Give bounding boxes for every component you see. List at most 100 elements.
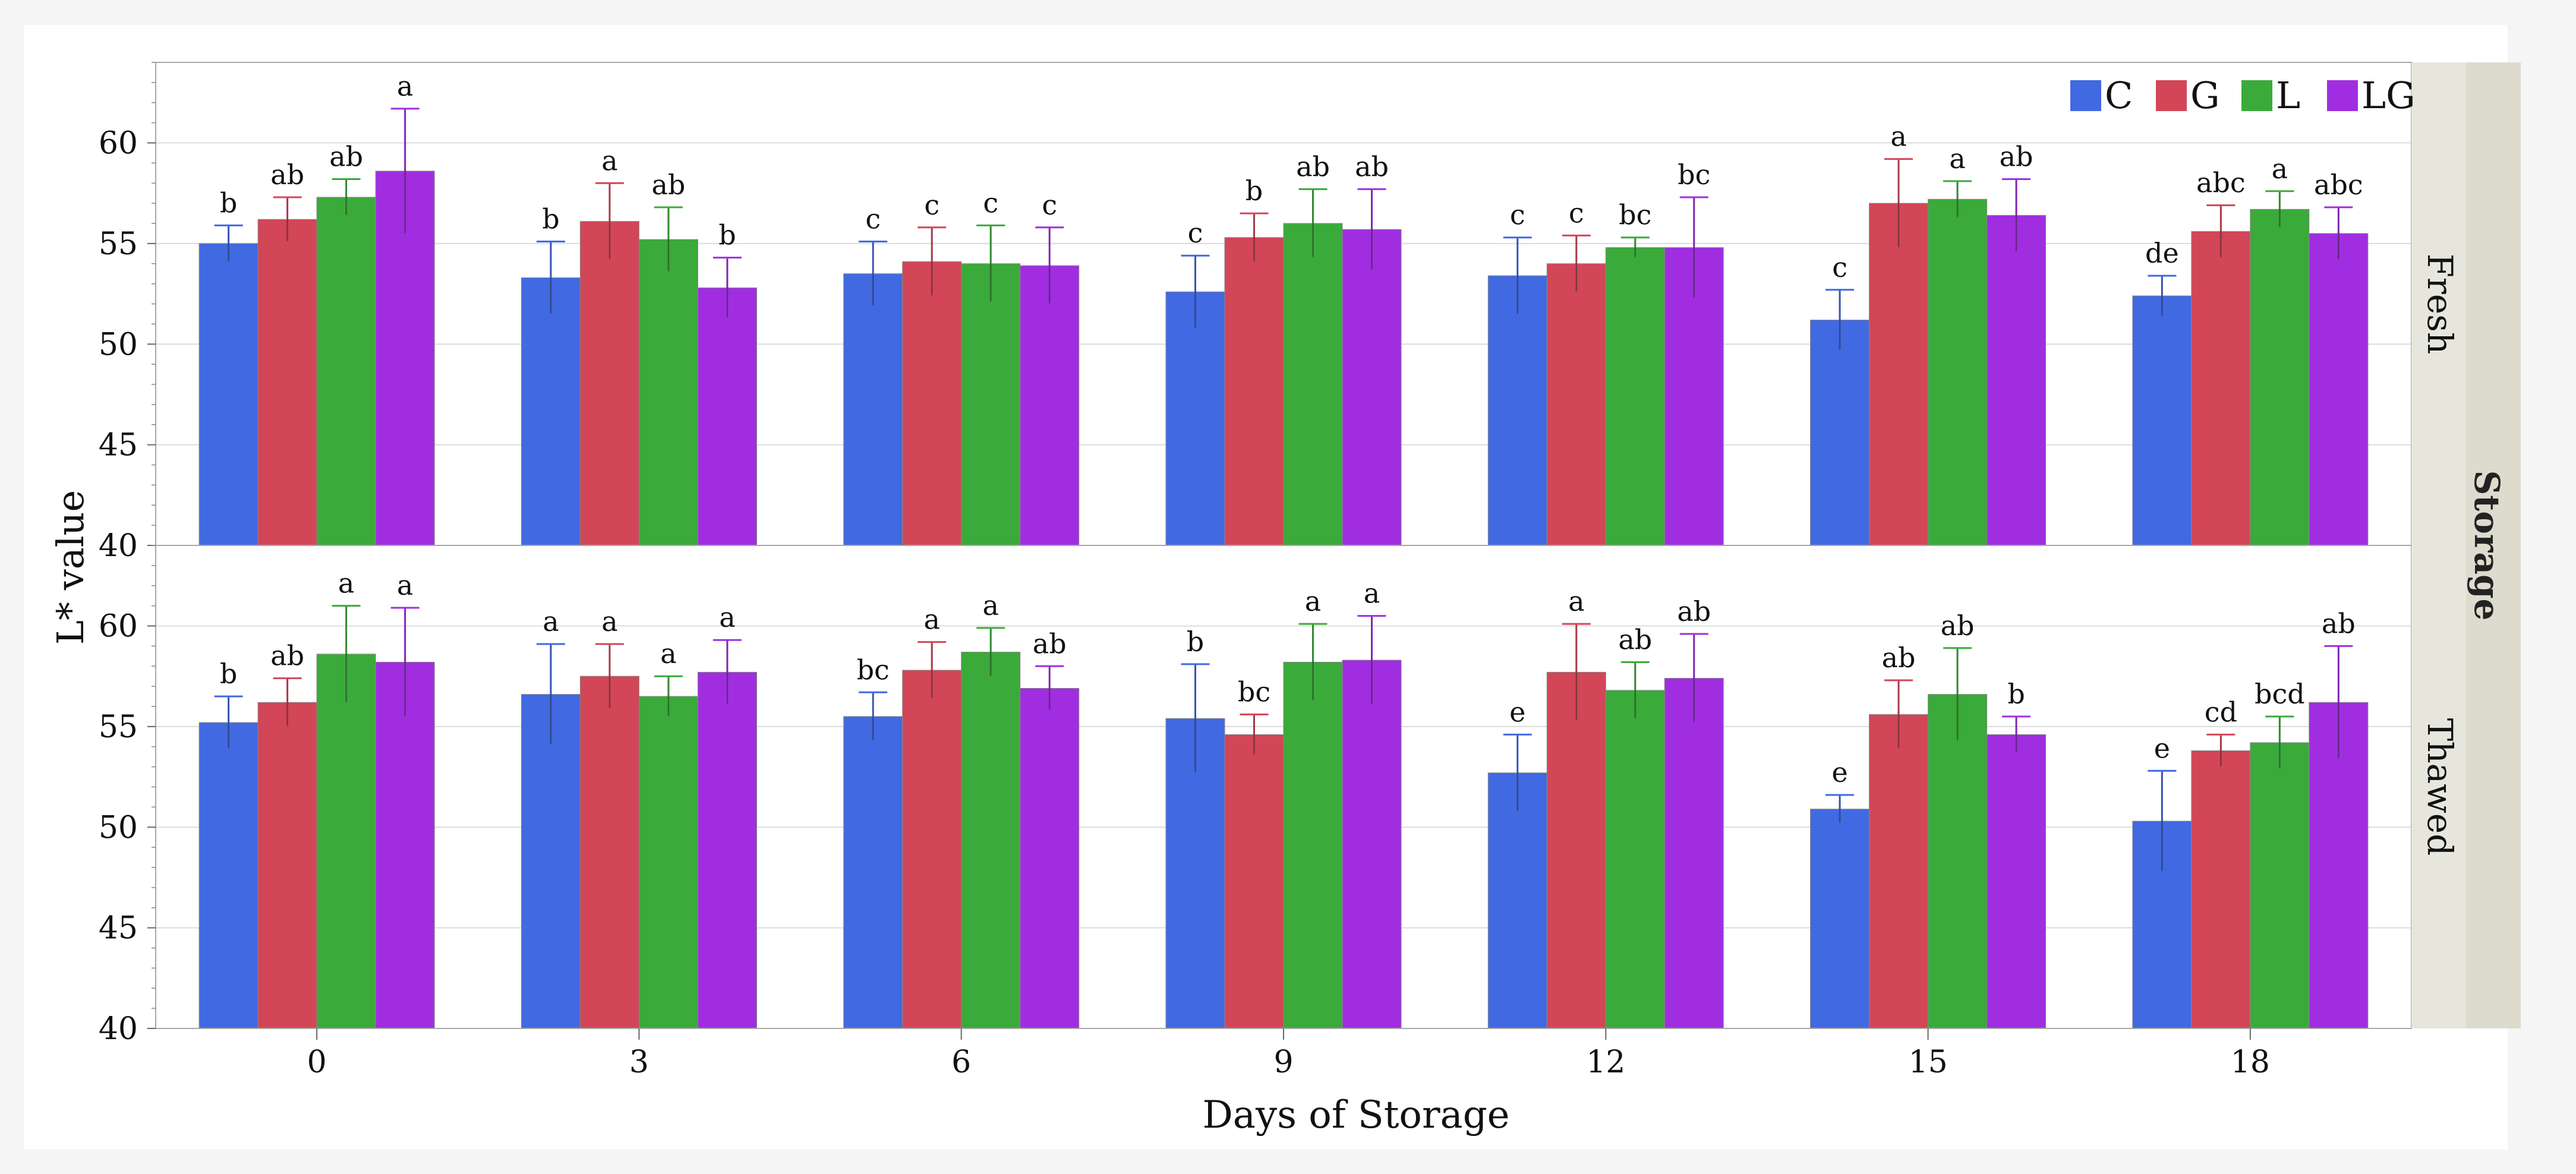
significance-letter: c <box>1510 199 1525 231</box>
bar-LG-6 <box>1020 265 1080 546</box>
x-tick-label: 15 <box>1908 1044 1947 1080</box>
significance-letter: a <box>719 601 735 633</box>
significance-letter: ab <box>1882 642 1916 674</box>
significance-letter: ab <box>1677 595 1711 627</box>
bar-G-18 <box>2191 231 2251 546</box>
bar-LG-15 <box>1987 214 2047 546</box>
y-tick-label: 40 <box>99 1011 138 1047</box>
facet-strip <box>2466 62 2521 1028</box>
significance-letter: c <box>865 203 881 235</box>
y-tick-label: 40 <box>99 528 138 564</box>
significance-letter: b <box>542 203 559 235</box>
bar-LG-3 <box>697 287 757 546</box>
bar-C-6 <box>843 273 903 546</box>
bar-G-12 <box>1546 671 1606 1029</box>
bar-L-9 <box>1283 661 1343 1029</box>
x-tick-label: 3 <box>629 1044 649 1080</box>
bar-LG-18 <box>2309 233 2369 546</box>
bar-G-3 <box>579 676 639 1029</box>
significance-letter: cd <box>2205 696 2237 728</box>
significance-letter: a <box>543 605 559 638</box>
significance-letter: c <box>924 189 939 221</box>
significance-letter: ab <box>329 140 363 172</box>
bar-G-15 <box>1869 203 1929 546</box>
strip-label-thawed: Thawed <box>2420 718 2460 856</box>
significance-letter: a <box>338 567 354 599</box>
significance-letter: a <box>1890 121 1906 153</box>
legend-swatch-L <box>2241 80 2272 111</box>
significance-letter: ab <box>1618 623 1652 655</box>
significance-letter: c <box>1832 251 1847 283</box>
significance-letter: a <box>601 605 617 638</box>
significance-letter: b <box>220 187 237 219</box>
significance-letter: bc <box>1678 159 1710 191</box>
x-tick-label: 12 <box>1586 1044 1625 1080</box>
bar-G-9 <box>1224 237 1284 546</box>
bar-G-6 <box>902 261 962 546</box>
y-tick-label: 50 <box>99 327 138 362</box>
bar-L-0 <box>316 654 376 1029</box>
significance-letter: a <box>601 144 617 176</box>
legend-swatch-LG <box>2327 80 2358 111</box>
significance-letter: bc <box>1619 199 1651 231</box>
legend-label-G: G <box>2190 74 2220 117</box>
bar-C-6 <box>843 716 903 1029</box>
significance-letter: ab <box>1033 627 1067 659</box>
bar-L-0 <box>316 197 376 546</box>
bar-G-9 <box>1224 734 1284 1029</box>
bar-LG-9 <box>1342 659 1402 1029</box>
significance-letter: a <box>397 569 413 601</box>
bar-L-15 <box>1928 198 1988 546</box>
bar-G-0 <box>257 702 317 1029</box>
bar-LG-6 <box>1020 688 1080 1029</box>
significance-letter: a <box>1568 585 1584 617</box>
significance-letter: a <box>1949 143 1965 175</box>
significance-letter: a <box>982 589 998 621</box>
legend-label-LG: LG <box>2361 74 2416 117</box>
significance-letter: e <box>1509 696 1525 728</box>
bar-L-12 <box>1605 690 1665 1029</box>
x-tick-label: 9 <box>1273 1044 1293 1080</box>
x-tick-label: 0 <box>307 1044 327 1080</box>
bar-L-15 <box>1928 694 1988 1029</box>
bar-L-18 <box>2250 209 2310 546</box>
bar-G-3 <box>579 221 639 546</box>
bar-C-15 <box>1810 809 1870 1029</box>
significance-letter: ab <box>1355 150 1389 182</box>
y-tick-label: 60 <box>99 126 138 162</box>
significance-letter: c <box>1569 197 1584 229</box>
bar-C-0 <box>198 243 258 546</box>
bar-LG-9 <box>1342 229 1402 546</box>
bar-L-6 <box>961 263 1021 546</box>
y-tick-label: 50 <box>99 810 138 845</box>
significance-letter: a <box>2272 153 2288 185</box>
legend-label-C: C <box>2105 74 2133 117</box>
significance-letter: e <box>2154 732 2170 764</box>
significance-letter: b <box>1187 626 1204 658</box>
significance-letter: c <box>1188 217 1203 249</box>
bar-C-0 <box>198 722 258 1029</box>
bar-LG-12 <box>1664 678 1724 1029</box>
significance-letter: ab <box>1296 150 1330 182</box>
significance-letter: ab <box>2000 140 2033 172</box>
bar-C-3 <box>521 277 581 546</box>
bar-G-12 <box>1546 263 1606 546</box>
significance-letter: b <box>2007 678 2025 710</box>
legend-swatch-C <box>2070 80 2101 111</box>
significance-letter: b <box>718 219 736 251</box>
legend-label-L: L <box>2276 74 2300 117</box>
bar-LG-0 <box>375 661 435 1029</box>
bar-G-15 <box>1869 714 1929 1029</box>
significance-letter: a <box>397 70 413 102</box>
y-tick-label: 45 <box>99 428 138 463</box>
significance-letter: abc <box>2314 169 2363 201</box>
y-tick-label: 60 <box>99 609 138 645</box>
significance-letter: ab <box>1941 610 1975 642</box>
bar-L-12 <box>1605 247 1665 546</box>
significance-letter: bcd <box>2255 678 2305 710</box>
bar-L-9 <box>1283 223 1343 546</box>
strip-fresh <box>2411 62 2466 545</box>
